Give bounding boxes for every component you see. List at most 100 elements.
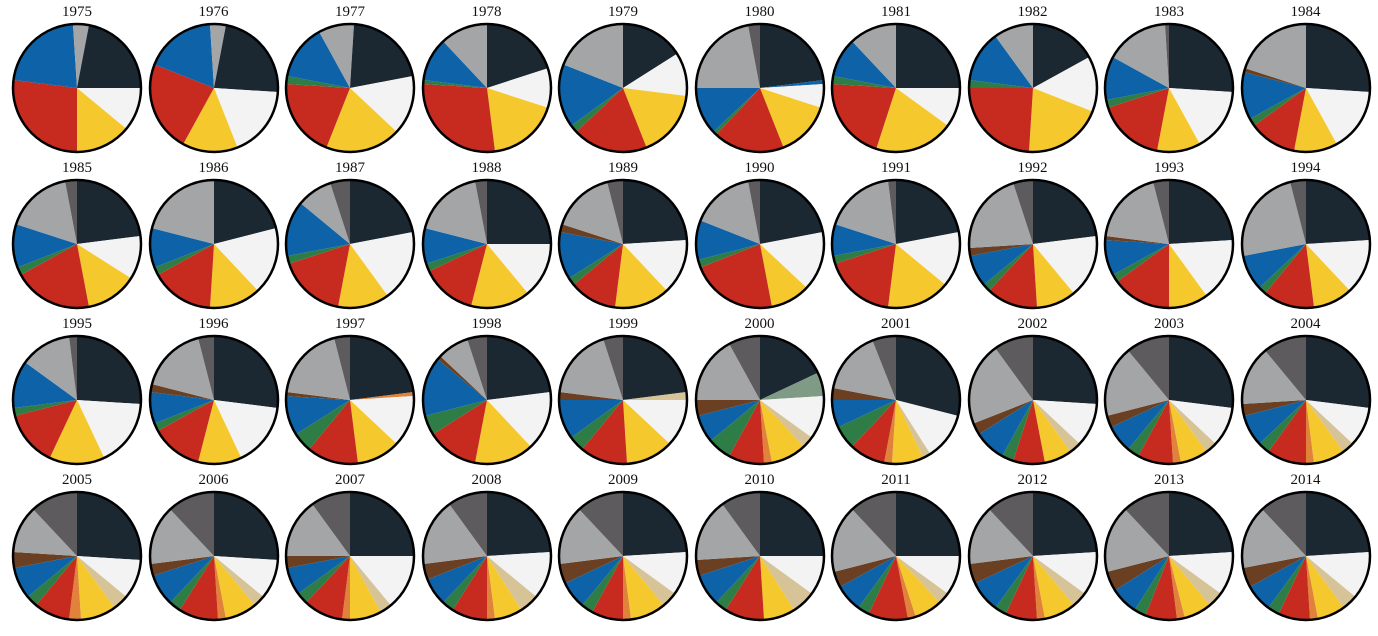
pie-2008: 2008 [419, 468, 555, 624]
pie-outline [1240, 178, 1371, 310]
pie-svg [830, 22, 962, 154]
pie-slice-red [1005, 556, 1037, 620]
pie-slice-tan [213, 556, 263, 606]
pie-slice-yellow [1305, 556, 1344, 619]
pie-svg [148, 334, 279, 466]
pie-slice-yellow [1169, 400, 1207, 463]
pie-slice-dark_navy [1305, 336, 1370, 409]
pie-slice-tan [1305, 556, 1355, 608]
pie-slice-red [715, 88, 784, 153]
pie-slice-green [298, 556, 350, 603]
pie-slice-dark_navy [1032, 336, 1097, 405]
pie-slice-blue [697, 400, 760, 441]
pie-slice-white [1305, 400, 1369, 444]
pie-outline [284, 178, 416, 310]
pie-2014: 2014 [1238, 468, 1374, 624]
pie-slice-white [1032, 235, 1097, 294]
pie-slice-dark_navy [350, 492, 414, 556]
pie-slice-dark_navy [350, 24, 413, 88]
pie-slice-dark_navy [1169, 180, 1233, 244]
pie-slice-green [994, 556, 1033, 614]
pie-slice-blue [1243, 400, 1306, 444]
pie-svg [557, 334, 689, 466]
pie-slice-dark_navy [759, 492, 824, 556]
pie-slice-dark_gray [1128, 336, 1169, 400]
pie-slice-blue [13, 24, 77, 88]
pie-slice-orange [350, 391, 414, 400]
pie-slice-yellow [77, 556, 115, 620]
pie-slice-tan [759, 556, 812, 611]
pie-svg [11, 178, 143, 310]
pie-outline [1240, 490, 1371, 622]
pie-outline [694, 178, 825, 310]
pie-slice-orange [759, 400, 772, 464]
pie-slice-green [13, 400, 77, 416]
pie-slice-dark_gray [988, 492, 1033, 556]
pie-slice-dark_navy [350, 336, 414, 400]
pie-slice-gray [994, 24, 1033, 88]
pie-outline [421, 22, 552, 154]
pie-slice-tan [1032, 400, 1080, 452]
pie-slice-red [988, 244, 1037, 308]
pie-slice-green [712, 88, 760, 135]
pie-slice-red [1278, 556, 1310, 620]
pie-slice-brown [560, 224, 623, 244]
pie-slice-green [286, 76, 350, 88]
pie-slice-white [213, 228, 278, 291]
pie-title: 1986 [198, 160, 229, 176]
pie-slice-green [1258, 400, 1306, 452]
pie-slice-gray [439, 339, 487, 400]
pie-slice-orange [486, 556, 495, 620]
pie-svg [421, 490, 552, 622]
pie-slice-yellow [486, 556, 521, 620]
pie-slice-yellow [759, 244, 807, 307]
pie-slice-gray [209, 24, 214, 88]
pie-slice-brown [437, 356, 487, 400]
pie-outline [557, 178, 689, 310]
pie-slice-dark_navy [759, 180, 823, 244]
pie-1994: 1994 [1238, 156, 1374, 312]
pie-slice-blue [1249, 556, 1306, 608]
pie-outline [967, 178, 1098, 310]
pie-slice-dark_navy [213, 180, 276, 244]
pie-slice-blue [285, 203, 350, 256]
pie-title: 1992 [1017, 160, 1048, 176]
pie-slice-blue [698, 556, 760, 603]
pie-outline [830, 490, 962, 622]
pie-title: 2007 [335, 472, 365, 488]
pie-slice-red [422, 83, 495, 153]
pie-slice-dark_gray [330, 180, 350, 244]
pie-slice-white [213, 556, 278, 597]
pie-slice-white [623, 239, 687, 291]
pie-slice-blue [287, 556, 350, 594]
pie-slice-gray [286, 504, 350, 556]
pie-slice-gray [213, 23, 226, 88]
pie-slice-dark_gray [887, 179, 896, 244]
pie-svg [694, 334, 825, 466]
pie-title: 1999 [608, 316, 638, 332]
pie-slice-brown [695, 556, 760, 576]
pie-slice-red [1264, 244, 1314, 309]
pie-1993: 1993 [1101, 156, 1237, 312]
pie-slice-gray [833, 340, 896, 400]
pie-slice-white [213, 400, 277, 458]
pie-title: 2012 [1017, 472, 1048, 488]
pie-slice-dark_gray [728, 336, 760, 400]
pie-svg [11, 22, 143, 154]
pie-slice-dark_gray [603, 336, 623, 400]
pie-outline [1240, 22, 1371, 154]
pie-1990: 1990 [692, 156, 828, 312]
pie-slice-gray [16, 181, 77, 244]
pie-outline [967, 490, 1098, 622]
pie-svg [11, 490, 143, 622]
pie-slice-blue [12, 224, 77, 268]
pie-title: 2006 [198, 472, 229, 488]
pie-slice-yellow [350, 556, 381, 620]
pie-title: 2001 [881, 316, 911, 332]
pie-slice-gray [1241, 350, 1306, 405]
pie-title: 2014 [1290, 472, 1321, 488]
pie-title: 2009 [608, 472, 638, 488]
pie-slice-tan [623, 391, 687, 400]
pie-svg [1103, 334, 1235, 466]
pie-2004: 2004 [1238, 312, 1374, 468]
